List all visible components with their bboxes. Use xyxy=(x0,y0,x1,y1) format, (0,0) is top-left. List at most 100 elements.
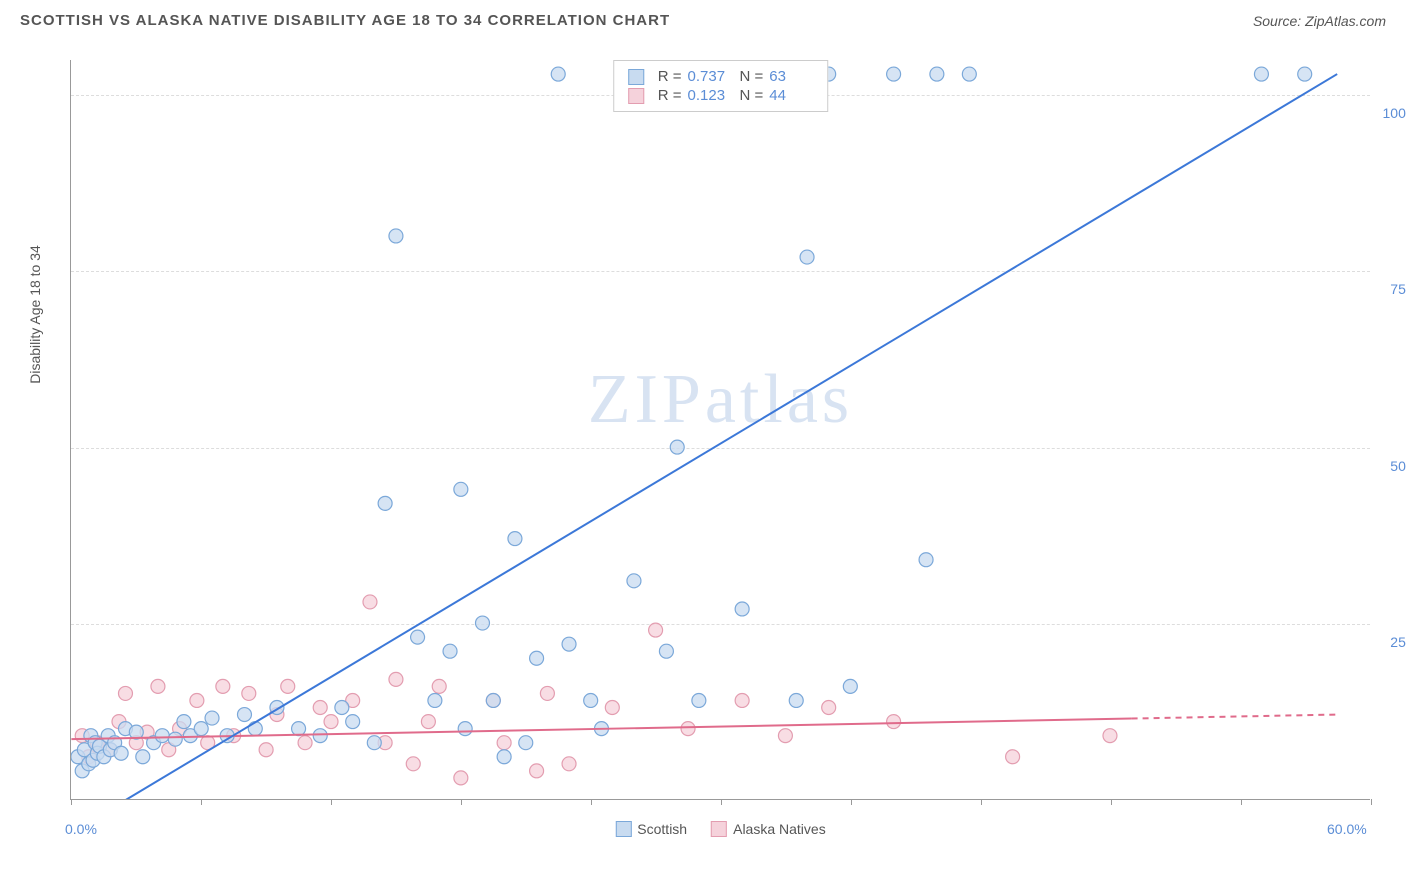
data-point xyxy=(530,651,544,665)
data-point xyxy=(367,736,381,750)
data-point xyxy=(822,701,836,715)
legend-swatch-alaska xyxy=(711,821,727,837)
data-point xyxy=(1254,67,1268,81)
bottom-legend: Scottish Alaska Natives xyxy=(615,821,825,837)
data-point xyxy=(151,679,165,693)
x-tick xyxy=(201,799,202,805)
data-point xyxy=(155,729,169,743)
x-tick xyxy=(1111,799,1112,805)
data-point xyxy=(540,686,554,700)
legend-item-scottish: Scottish xyxy=(615,821,687,837)
data-point xyxy=(584,693,598,707)
data-point xyxy=(659,644,673,658)
x-tick xyxy=(591,799,592,805)
y-tick-label: 25.0% xyxy=(1390,634,1406,650)
y-axis-label: Disability Age 18 to 34 xyxy=(27,245,43,384)
data-point xyxy=(190,693,204,707)
data-point xyxy=(1103,729,1117,743)
data-point xyxy=(627,574,641,588)
data-point xyxy=(789,693,803,707)
data-point xyxy=(259,743,273,757)
data-point xyxy=(692,693,706,707)
chart-source: Source: ZipAtlas.com xyxy=(1253,13,1386,29)
x-tick xyxy=(461,799,462,805)
data-point xyxy=(475,616,489,630)
data-point xyxy=(497,750,511,764)
data-point xyxy=(919,553,933,567)
chart-title: SCOTTISH VS ALASKA NATIVE DISABILITY AGE… xyxy=(20,12,670,29)
x-tick xyxy=(331,799,332,805)
data-point xyxy=(335,701,349,715)
x-tick xyxy=(851,799,852,805)
x-tick xyxy=(721,799,722,805)
data-point xyxy=(562,757,576,771)
x-tick xyxy=(981,799,982,805)
data-point xyxy=(508,532,522,546)
data-point xyxy=(237,708,251,722)
data-point xyxy=(649,623,663,637)
data-point xyxy=(562,637,576,651)
data-point xyxy=(800,250,814,264)
y-tick-label: 100.0% xyxy=(1383,105,1406,121)
data-point xyxy=(454,482,468,496)
data-point xyxy=(681,722,695,736)
data-point xyxy=(313,729,327,743)
stats-row-alaska: R = 0.123 N = 44 xyxy=(628,86,814,105)
data-point xyxy=(458,722,472,736)
legend-item-alaska: Alaska Natives xyxy=(711,821,826,837)
data-point xyxy=(242,686,256,700)
data-point xyxy=(177,715,191,729)
data-point xyxy=(443,644,457,658)
data-point xyxy=(778,729,792,743)
data-point xyxy=(497,736,511,750)
x-tick xyxy=(1241,799,1242,805)
data-point xyxy=(389,672,403,686)
data-point xyxy=(406,757,420,771)
data-point xyxy=(735,693,749,707)
chart-container: Disability Age 18 to 34 ZIPatlas R = 0.7… xyxy=(50,50,1390,840)
data-point xyxy=(313,701,327,715)
data-point xyxy=(887,715,901,729)
plot-area: ZIPatlas R = 0.737 N = 63 R = 0.123 N = … xyxy=(70,60,1370,800)
data-point xyxy=(421,715,435,729)
data-point xyxy=(530,764,544,778)
data-point xyxy=(114,746,128,760)
data-point xyxy=(378,496,392,510)
data-point xyxy=(519,736,533,750)
data-point xyxy=(670,440,684,454)
stats-row-scottish: R = 0.737 N = 63 xyxy=(628,67,814,86)
data-point xyxy=(248,722,262,736)
x-tick-label: 60.0% xyxy=(1327,821,1367,837)
trend-line-dashed xyxy=(1132,715,1338,719)
data-point xyxy=(411,630,425,644)
stats-swatch-alaska xyxy=(628,88,644,104)
data-point xyxy=(389,229,403,243)
stats-swatch-scottish xyxy=(628,69,644,85)
data-point xyxy=(194,722,208,736)
data-point xyxy=(843,679,857,693)
chart-header: SCOTTISH VS ALASKA NATIVE DISABILITY AGE… xyxy=(0,0,1406,37)
data-point xyxy=(168,732,182,746)
y-tick-label: 50.0% xyxy=(1390,458,1406,474)
data-point xyxy=(292,722,306,736)
stats-legend: R = 0.737 N = 63 R = 0.123 N = 44 xyxy=(613,60,829,112)
data-point xyxy=(930,67,944,81)
data-point xyxy=(346,715,360,729)
data-point xyxy=(363,595,377,609)
data-point xyxy=(118,686,132,700)
data-point xyxy=(1298,67,1312,81)
data-point xyxy=(432,679,446,693)
data-point xyxy=(216,679,230,693)
legend-swatch-scottish xyxy=(615,821,631,837)
data-point xyxy=(298,736,312,750)
data-point xyxy=(428,693,442,707)
x-tick xyxy=(1371,799,1372,805)
data-point xyxy=(605,701,619,715)
data-point xyxy=(281,679,295,693)
data-point xyxy=(962,67,976,81)
x-tick xyxy=(71,799,72,805)
data-point xyxy=(136,750,150,764)
data-point xyxy=(1006,750,1020,764)
data-point xyxy=(486,693,500,707)
data-point xyxy=(551,67,565,81)
